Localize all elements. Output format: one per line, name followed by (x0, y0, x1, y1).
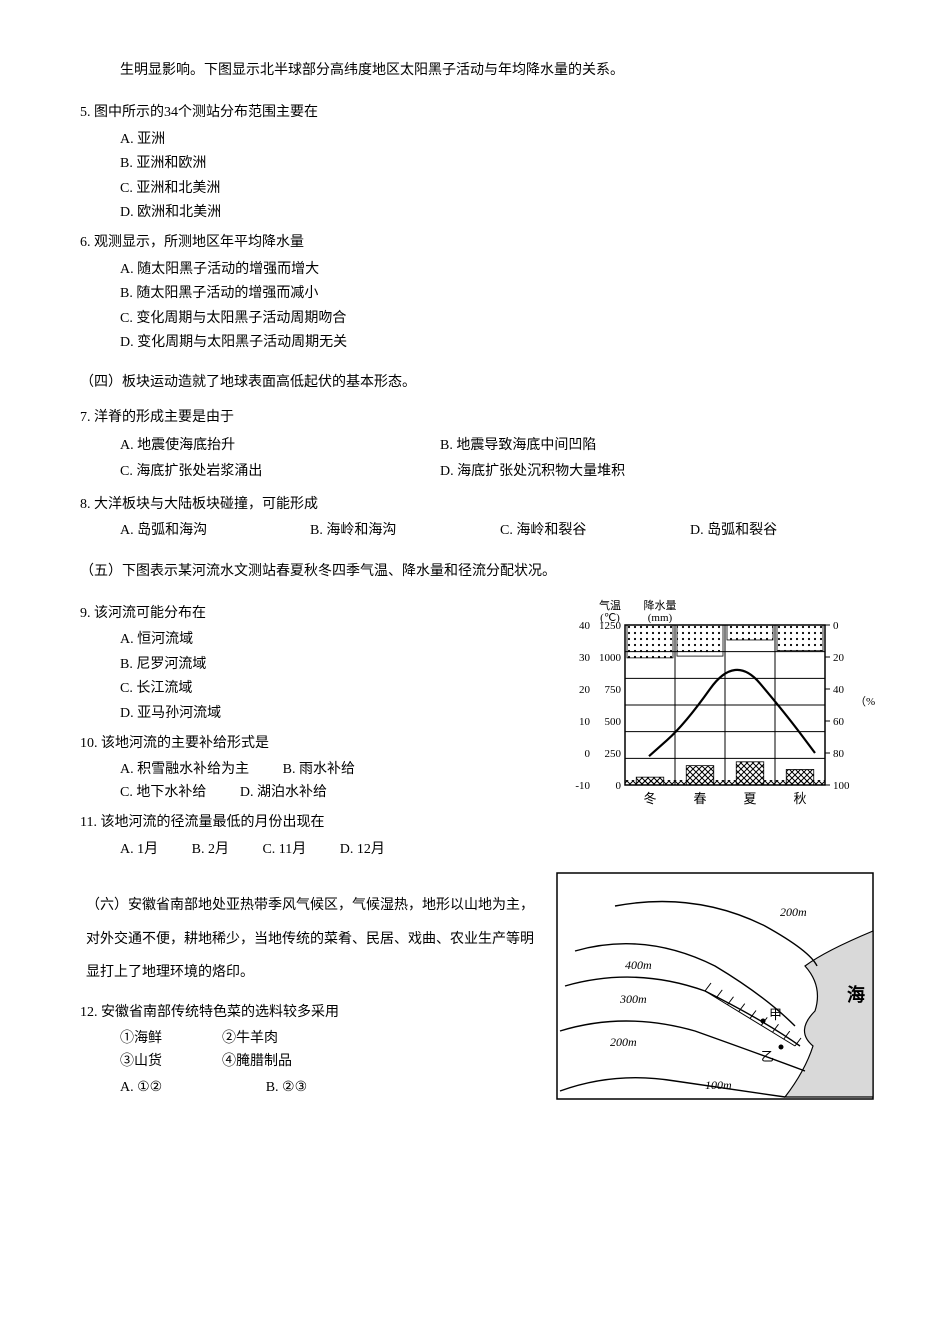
svg-text:10: 10 (579, 716, 591, 728)
q6-options: A. 随太阳黑子活动的增强而增大 B. 随太阳黑子活动的增强而减小 C. 变化周… (120, 259, 885, 355)
q8-opt-c: C. 海岭和裂谷 (500, 520, 650, 542)
svg-text:春: 春 (693, 791, 706, 806)
svg-text:30: 30 (579, 652, 591, 664)
svg-text:400m: 400m (625, 958, 652, 972)
svg-text:夏: 夏 (743, 791, 756, 806)
q12-item-3: ③山货 (120, 1051, 162, 1073)
q12-item-4: ④腌腊制品 (222, 1051, 292, 1073)
svg-text:300m: 300m (619, 992, 647, 1006)
q6-opt-a: A. 随太阳黑子活动的增强而增大 (120, 259, 885, 281)
q7-opt-c: C. 海底扩张处岩浆涌出 (120, 461, 440, 483)
q8-opt-a: A. 岛弧和海沟 (120, 520, 270, 542)
q5-options: A. 亚洲 B. 亚洲和欧洲 C. 亚洲和北美洲 D. 欧洲和北美洲 (120, 129, 885, 225)
q8-opt-d: D. 岛弧和裂谷 (690, 520, 840, 542)
svg-text:100m: 100m (705, 1078, 732, 1092)
q12-opt-a: A. ①② (120, 1077, 162, 1099)
contour-map: 海 100m 200m 300m 400m 200m 甲乙 (555, 871, 875, 1101)
q10-stem: 10. 该地河流的主要补给形式是 (80, 733, 545, 755)
intro-fragment: 生明显影响。下图显示北半球部分高纬度地区太阳黑子活动与年均降水量的关系。 (120, 60, 885, 82)
q5-opt-c: C. 亚洲和北美洲 (120, 178, 885, 200)
svg-text:（%: （% (855, 695, 875, 708)
svg-text:40: 40 (833, 684, 845, 696)
svg-text:降水量: 降水量 (644, 598, 677, 612)
svg-text:乙: 乙 (761, 1049, 774, 1064)
svg-text:0: 0 (833, 620, 839, 632)
q12-items: ①海鲜 ②牛羊肉 ③山货 ④腌腊制品 A. ①② B. ②③ (120, 1028, 545, 1099)
section-4-heading: （四）板块运动造就了地球表面高低起伏的基本形态。 (80, 372, 885, 394)
climate-chart: 气温(℃)降水量(mm)403020100-101250100075050025… (555, 595, 875, 825)
q7-opt-a: A. 地震使海底抬升 (120, 435, 440, 457)
q5-stem: 5. 图中所示的34个测站分布范围主要在 (80, 102, 885, 124)
q6-opt-b: B. 随太阳黑子活动的增强而减小 (120, 283, 885, 305)
q6-stem: 6. 观测显示，所测地区年平均降水量 (80, 232, 885, 254)
svg-text:-10: -10 (575, 780, 590, 792)
q12-opt-b: B. ②③ (266, 1077, 307, 1099)
q5-opt-b: B. 亚洲和欧洲 (120, 153, 885, 175)
svg-text:60: 60 (833, 716, 845, 728)
q10-options: A. 积雪融水补给为主 B. 雨水补给 C. 地下水补给 D. 湖泊水补给 (120, 759, 545, 804)
q12-stem: 12. 安徽省南部传统特色菜的选料较多采用 (80, 1002, 545, 1024)
svg-text:200m: 200m (610, 1035, 637, 1049)
svg-text:750: 750 (605, 684, 622, 696)
q10-opt-b: B. 雨水补给 (283, 759, 355, 781)
svg-text:(mm): (mm) (648, 612, 673, 624)
svg-text:气温: 气温 (599, 598, 621, 612)
q7-stem: 7. 洋脊的形成主要是由于 (80, 407, 885, 429)
svg-text:0: 0 (616, 780, 622, 792)
q12-item-2: ②牛羊肉 (222, 1028, 278, 1050)
svg-text:20: 20 (579, 684, 591, 696)
q6-opt-c: C. 变化周期与太阳黑子活动周期吻合 (120, 308, 885, 330)
q12-item-1: ①海鲜 (120, 1028, 162, 1050)
q9-opt-c: C. 长江流域 (120, 678, 545, 700)
q9-opt-a: A. 恒河流域 (120, 629, 545, 651)
q7-opt-b: B. 地震导致海底中间凹陷 (440, 435, 596, 457)
q11-opt-a: A. 1月 (120, 839, 158, 861)
q11-options: A. 1月 B. 2月 C. 11月 D. 12月 (120, 839, 545, 861)
q7-opt-d: D. 海底扩张处沉积物大量堆积 (440, 461, 625, 483)
q8-stem: 8. 大洋板块与大陆板块碰撞，可能形成 (80, 494, 885, 516)
svg-text:100: 100 (833, 780, 850, 792)
q5-opt-d: D. 欧洲和北美洲 (120, 202, 885, 224)
svg-text:500: 500 (605, 716, 622, 728)
svg-text:冬: 冬 (643, 791, 656, 806)
svg-text:250: 250 (605, 748, 622, 760)
svg-text:1000: 1000 (599, 652, 622, 664)
section-5-heading: （五）下图表示某河流水文测站春夏秋冬四季气温、降水量和径流分配状况。 (80, 561, 885, 583)
q11-opt-b: B. 2月 (192, 839, 229, 861)
svg-text:秋: 秋 (793, 791, 806, 806)
svg-text:20: 20 (833, 652, 845, 664)
q10-opt-a: A. 积雪融水补给为主 (120, 759, 249, 781)
q9-stem: 9. 该河流可能分布在 (80, 603, 545, 625)
svg-text:甲: 甲 (769, 1007, 782, 1022)
q11-opt-c: C. 11月 (262, 839, 306, 861)
q9-opt-b: B. 尼罗河流域 (120, 654, 545, 676)
q7-options: A. 地震使海底抬升 B. 地震导致海底中间凹陷 C. 海底扩张处岩浆涌出 D.… (120, 433, 885, 486)
svg-text:1250: 1250 (599, 620, 622, 632)
q11-stem: 11. 该地河流的径流量最低的月份出现在 (80, 812, 545, 834)
svg-text:200m: 200m (780, 905, 807, 919)
svg-text:0: 0 (585, 748, 591, 760)
q11-opt-d: D. 12月 (340, 839, 385, 861)
section-6-paragraph: （六）安徽省南部地处亚热带季风气候区，气候湿热，地形以山地为主，对外交通不便，耕… (86, 889, 545, 990)
q5-opt-a: A. 亚洲 (120, 129, 885, 151)
q10-opt-c: C. 地下水补给 (120, 782, 206, 804)
svg-text:海: 海 (847, 984, 865, 1005)
q8-opt-b: B. 海岭和海沟 (310, 520, 460, 542)
svg-text:40: 40 (579, 620, 591, 632)
svg-text:80: 80 (833, 748, 845, 760)
q9-opt-d: D. 亚马孙河流域 (120, 703, 545, 725)
q9-options: A. 恒河流域 B. 尼罗河流域 C. 长江流域 D. 亚马孙河流域 (120, 629, 545, 725)
q10-opt-d: D. 湖泊水补给 (240, 782, 327, 804)
q8-options: A. 岛弧和海沟 B. 海岭和海沟 C. 海岭和裂谷 D. 岛弧和裂谷 (120, 520, 885, 542)
q6-opt-d: D. 变化周期与太阳黑子活动周期无关 (120, 332, 885, 354)
